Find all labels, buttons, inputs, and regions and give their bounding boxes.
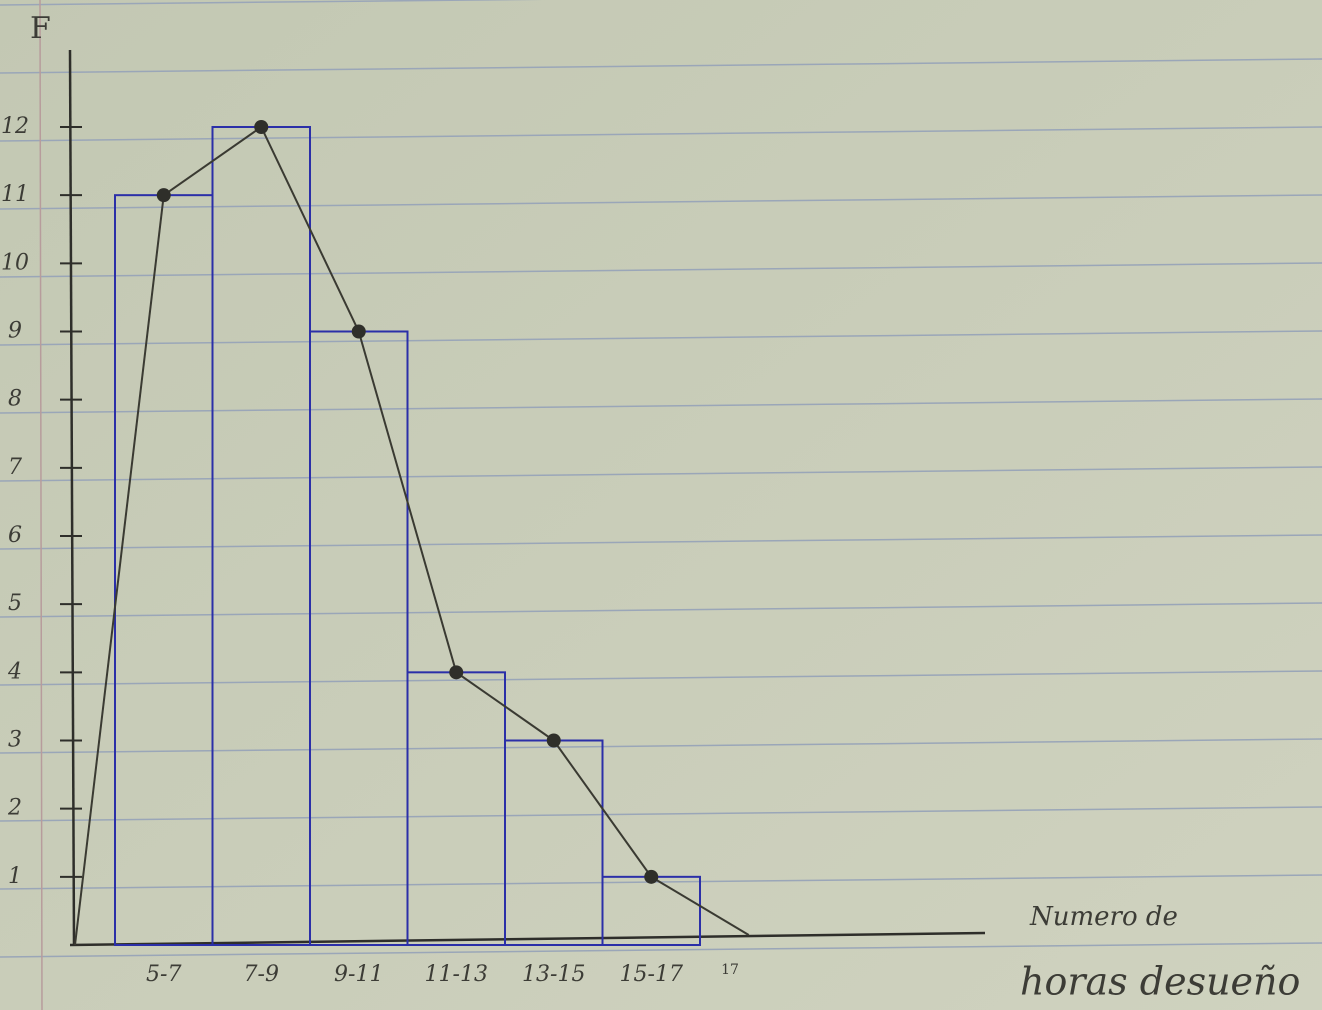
y-tick-label: 12 — [1, 114, 29, 139]
y-tick-label: 1 — [8, 864, 22, 889]
chart: F Numero de horas desueño 12345678910111… — [0, 0, 1322, 1010]
y-tick-label: 9 — [8, 319, 22, 344]
polygon-point — [547, 734, 561, 748]
x-tick-label: 9-11 — [334, 962, 383, 987]
y-tick-label: 2 — [7, 796, 22, 821]
polygon-point — [449, 665, 463, 679]
y-tick-label: 6 — [8, 523, 22, 548]
polygon-point — [157, 188, 171, 202]
x-tick-label: 5-7 — [146, 962, 181, 987]
polygon-point — [644, 870, 658, 884]
x-tick-label: 15-17 — [620, 962, 683, 987]
y-tick-label: 8 — [8, 387, 22, 412]
y-tick-label: 4 — [7, 659, 22, 684]
paper — [0, 0, 1322, 1010]
page: F Numero de horas desueño 12345678910111… — [0, 0, 1322, 1010]
x-tick-label: 13-15 — [522, 962, 585, 987]
y-tick-label: 11 — [1, 182, 29, 207]
y-axis-label: F — [30, 11, 51, 46]
x-axis-label: horas desueño — [1020, 960, 1300, 1004]
x-axis-label: Numero de — [1029, 902, 1178, 932]
y-tick-label: 5 — [8, 591, 22, 616]
x-end-label: 17 — [721, 962, 739, 978]
y-tick-label: 3 — [8, 728, 22, 753]
x-tick-label: 11-13 — [425, 962, 488, 987]
polygon-point — [254, 120, 268, 134]
x-tick-label: 7-9 — [244, 962, 279, 987]
y-tick-label: 7 — [8, 455, 22, 480]
polygon-point — [352, 325, 366, 339]
y-tick-label: 10 — [1, 250, 29, 275]
